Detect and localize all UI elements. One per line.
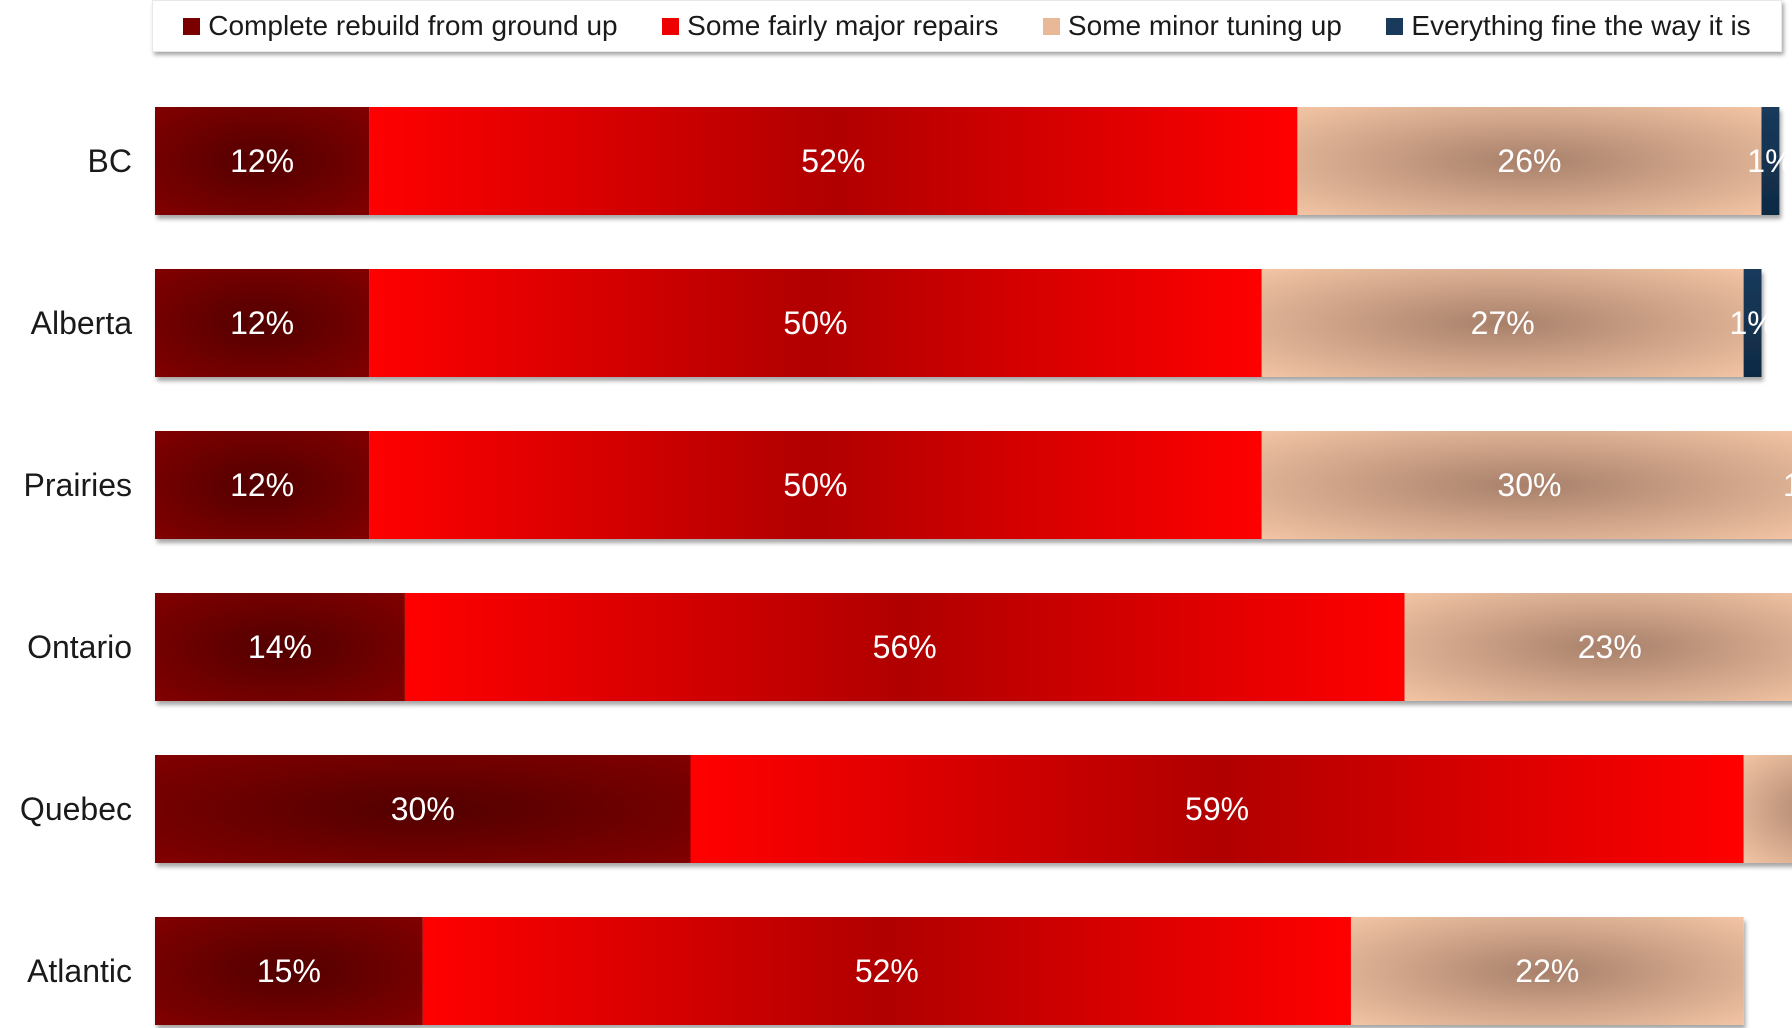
bar-segment-complete-rebuild-from-ground-up bbox=[155, 431, 370, 539]
data-label: 56% bbox=[873, 629, 937, 665]
bar-row-bc bbox=[155, 107, 1780, 215]
data-label: 26% bbox=[1497, 143, 1561, 179]
bar-segment-some-minor-tuning-up bbox=[1404, 593, 1792, 701]
category-label: Atlantic bbox=[27, 953, 132, 989]
data-label: 50% bbox=[783, 467, 847, 503]
data-label: 12% bbox=[230, 305, 294, 341]
bar-segment-some-minor-tuning-up bbox=[1350, 917, 1744, 1025]
data-label: 14% bbox=[248, 629, 312, 665]
bar-segment-some-minor-tuning-up bbox=[1743, 755, 1792, 863]
bar-row-ontario bbox=[155, 593, 1792, 701]
data-label: 27% bbox=[1471, 305, 1535, 341]
bar-segment-complete-rebuild-from-ground-up bbox=[155, 593, 405, 701]
bar-row-quebec bbox=[155, 755, 1792, 863]
bar-segment-some-fairly-major-repairs bbox=[422, 917, 1351, 1025]
data-label: 23% bbox=[1578, 629, 1642, 665]
bar-row-alberta bbox=[155, 269, 1762, 377]
data-label: 12% bbox=[230, 143, 294, 179]
legend-swatch-fine bbox=[1386, 17, 1404, 35]
legend-swatch-rebuild bbox=[183, 17, 201, 35]
legend-label-minor-tuning: Some minor tuning up bbox=[1067, 10, 1342, 41]
category-label: Prairies bbox=[24, 467, 132, 503]
legend-label-fine: Everything fine the way it is bbox=[1411, 10, 1751, 41]
legend-item-fine: Everything fine the way it is bbox=[1386, 10, 1751, 42]
bar-row-prairies bbox=[155, 431, 1792, 539]
data-label: 52% bbox=[801, 143, 865, 179]
bar-segment-complete-rebuild-from-ground-up bbox=[155, 755, 691, 863]
legend-label-major-repairs: Some fairly major repairs bbox=[687, 10, 999, 41]
data-label: 15% bbox=[257, 953, 321, 989]
data-label: 59% bbox=[1185, 791, 1249, 827]
legend-item-major-repairs: Some fairly major repairs bbox=[662, 10, 998, 42]
legend-swatch-major-repairs bbox=[662, 17, 680, 35]
bar-segment-everything-fine-the-way-it-is bbox=[1761, 107, 1780, 215]
legend-label-rebuild: Complete rebuild from ground up bbox=[208, 10, 618, 41]
legend-item-minor-tuning: Some minor tuning up bbox=[1042, 10, 1342, 42]
data-label: 22% bbox=[1515, 953, 1579, 989]
bar-segment-some-minor-tuning-up bbox=[1261, 431, 1792, 539]
bar-segment-some-minor-tuning-up bbox=[1297, 107, 1762, 215]
data-label: 1% bbox=[1783, 467, 1792, 503]
data-label: 30% bbox=[391, 791, 455, 827]
data-label: 12% bbox=[230, 467, 294, 503]
data-label: 50% bbox=[783, 305, 847, 341]
data-label: 30% bbox=[1497, 467, 1561, 503]
data-label: 1% bbox=[1729, 305, 1775, 341]
legend-item-rebuild: Complete rebuild from ground up bbox=[183, 10, 618, 42]
bar-row-atlantic bbox=[155, 917, 1744, 1025]
data-label: 1% bbox=[1747, 143, 1792, 179]
bar-segment-complete-rebuild-from-ground-up bbox=[155, 917, 423, 1025]
bar-segment-some-minor-tuning-up bbox=[1261, 269, 1744, 377]
bar-segment-some-fairly-major-repairs bbox=[369, 107, 1298, 215]
category-label: Quebec bbox=[20, 791, 132, 827]
legend: Complete rebuild from ground up Some fai… bbox=[152, 0, 1782, 52]
legend-swatch-minor-tuning bbox=[1042, 17, 1060, 35]
bar-segment-some-fairly-major-repairs bbox=[369, 431, 1262, 539]
bar-segment-complete-rebuild-from-ground-up bbox=[155, 107, 370, 215]
category-label: Alberta bbox=[31, 305, 133, 341]
bar-segment-everything-fine-the-way-it-is bbox=[1743, 269, 1762, 377]
category-label: BC bbox=[88, 143, 132, 179]
bar-segment-some-fairly-major-repairs bbox=[404, 593, 1405, 701]
data-label: 52% bbox=[855, 953, 919, 989]
category-label: Ontario bbox=[27, 629, 132, 665]
bar-segment-some-fairly-major-repairs bbox=[690, 755, 1744, 863]
bar-segment-complete-rebuild-from-ground-up bbox=[155, 269, 370, 377]
bar-segment-some-fairly-major-repairs bbox=[369, 269, 1262, 377]
